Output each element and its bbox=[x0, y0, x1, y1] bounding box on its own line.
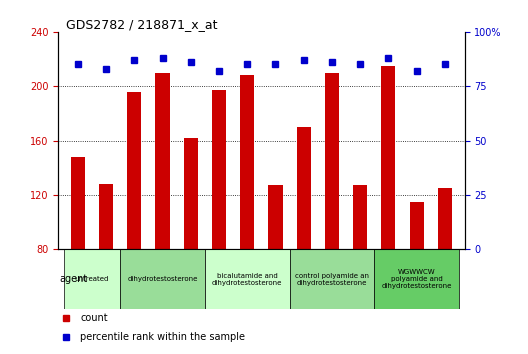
Bar bbox=[268, 185, 282, 249]
Bar bbox=[438, 188, 452, 249]
Bar bbox=[381, 66, 395, 249]
Bar bbox=[353, 185, 367, 249]
Text: bicalutamide and
dihydrotestosterone: bicalutamide and dihydrotestosterone bbox=[212, 273, 282, 286]
Text: percentile rank within the sample: percentile rank within the sample bbox=[80, 332, 246, 342]
Text: GDS2782 / 218871_x_at: GDS2782 / 218871_x_at bbox=[66, 18, 218, 31]
Text: untreated: untreated bbox=[75, 276, 109, 282]
Bar bbox=[184, 138, 198, 249]
FancyBboxPatch shape bbox=[64, 249, 120, 309]
Text: WGWWCW
polyamide and
dihydrotestosterone: WGWWCW polyamide and dihydrotestosterone bbox=[381, 269, 452, 289]
Text: dihydrotestosterone: dihydrotestosterone bbox=[127, 276, 197, 282]
Text: count: count bbox=[80, 313, 108, 324]
Bar bbox=[99, 184, 113, 249]
Bar bbox=[325, 73, 339, 249]
Bar bbox=[71, 157, 85, 249]
Bar bbox=[155, 73, 169, 249]
FancyBboxPatch shape bbox=[205, 249, 289, 309]
Text: control polyamide an
dihydrotestosterone: control polyamide an dihydrotestosterone bbox=[295, 273, 369, 286]
Text: agent: agent bbox=[60, 274, 88, 284]
Bar bbox=[410, 202, 423, 249]
Bar bbox=[240, 75, 254, 249]
Bar bbox=[212, 90, 226, 249]
FancyBboxPatch shape bbox=[289, 249, 374, 309]
Bar bbox=[127, 92, 142, 249]
FancyBboxPatch shape bbox=[374, 249, 459, 309]
Bar bbox=[297, 127, 311, 249]
FancyBboxPatch shape bbox=[120, 249, 205, 309]
